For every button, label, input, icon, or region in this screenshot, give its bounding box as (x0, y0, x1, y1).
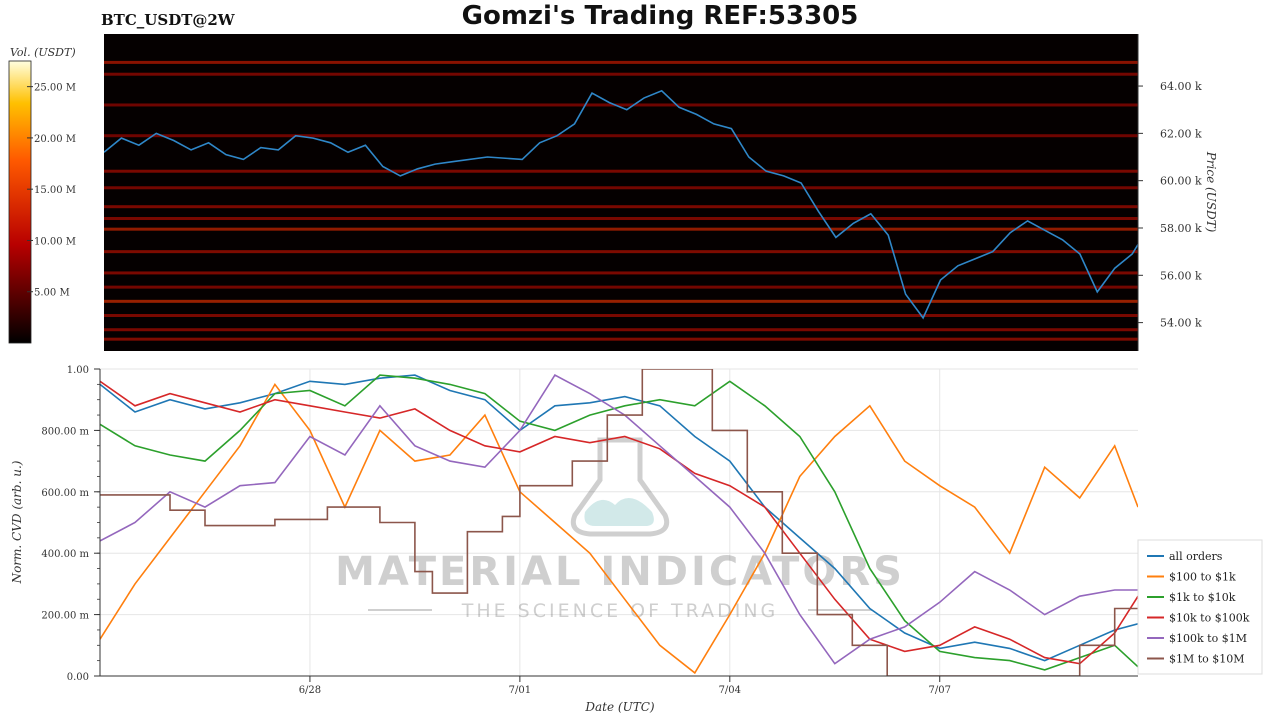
liquidity-band (104, 299, 1138, 303)
liquidity-band (104, 314, 1138, 318)
cvd-y-tick-label: 600.00 m (41, 488, 89, 499)
liquidity-band (104, 217, 1138, 221)
cvd-y-tick-label: 1.00 (67, 365, 89, 376)
cvd-series--1k-to-10k (100, 374, 1138, 671)
cvd-y-tick-label: 400.00 m (41, 549, 89, 560)
cvd-series--10k-to-100k (100, 380, 1138, 665)
liquidity-band (104, 250, 1138, 254)
liquidity-band (104, 285, 1138, 289)
heatmap-y-tick-label: 64.00 k (1160, 80, 1202, 93)
colorbar-tick-label: 15.00 M (34, 185, 76, 196)
cvd-x-tick-label: 6/28 (299, 685, 321, 696)
heatmap-y-tick-label: 60.00 k (1160, 175, 1202, 188)
legend-label: $100 to $1k (1169, 571, 1236, 584)
colorbar-tick-label: 10.00 M (34, 236, 76, 247)
legend-label: $100k to $1M (1169, 632, 1247, 645)
legend-label: $1M to $10M (1169, 653, 1245, 666)
legend-label: all orders (1169, 550, 1223, 563)
heatmap-liquidity-bands (104, 60, 1138, 341)
chart-title: Gomzi's Trading REF:53305 (462, 1, 859, 31)
cvd-y-ticks: 0.00 200.00 m 400.00 m 600.00 m 800.00 m 1.00 (41, 365, 100, 683)
cvd-plot-area (100, 369, 1138, 676)
liquidity-band (104, 169, 1138, 173)
colorbar-tick-label: 25.00 M (34, 83, 76, 94)
legend-box (1137, 539, 1263, 675)
cvd-series--100-to-1k (100, 382, 1138, 675)
colorbar-tick-label: 20.00 M (34, 134, 76, 145)
liquidity-band (104, 60, 1138, 64)
liquidity-band (104, 134, 1138, 138)
liquidity-band (104, 205, 1138, 209)
heatmap-y-tick-label: 54.00 k (1160, 317, 1202, 330)
liquidity-band (104, 328, 1138, 332)
cvd-y-tick-label: 200.00 m (41, 611, 89, 622)
cvd-x-tick-label: 7/07 (928, 685, 950, 696)
ticker-label: BTC_USDT@2W (101, 11, 236, 29)
colorbar-ticks: 5.00 M 10.00 M 15.00 M 20.00 M 25.00 M (27, 83, 76, 299)
colorbar-tick-label: 5.00 M (34, 288, 70, 299)
cvd-x-tick-label: 7/04 (719, 685, 741, 696)
heatmap-y-axis-label: Price (USDT) (1204, 151, 1218, 233)
price-line (104, 89, 1138, 320)
flask-icon (570, 437, 670, 537)
liquidity-band (104, 103, 1138, 107)
legend-label: $10k to $100k (1169, 612, 1250, 625)
colorbar-label: Vol. (USDT) (10, 46, 76, 59)
heatmap-background (104, 34, 1138, 351)
heatmap-y-ticks: 54.00 k 56.00 k 58.00 k 60.00 k 62.00 k 64.00… (1138, 80, 1202, 330)
liquidity-band (104, 337, 1138, 341)
watermark-subtitle: THE SCIENCE OF TRADING (461, 600, 779, 622)
legend: all orders $100 to $1k $1k to $10k $10k to … (1147, 550, 1250, 666)
heatmap-y-tick-label: 62.00 k (1160, 127, 1202, 140)
legend-label: $1k to $10k (1169, 591, 1236, 604)
cvd-y-axis-label: Norm. CVD (arb. u.) (10, 460, 24, 584)
heatmap-y-tick-label: 58.00 k (1160, 222, 1202, 235)
cvd-x-tick-label: 7/01 (509, 685, 531, 696)
cvd-x-axis-label: Date (UTC) (584, 700, 654, 714)
cvd-series-lines (100, 369, 1138, 676)
liquidity-band (104, 271, 1138, 275)
cvd-x-ticks: 6/28 7/01 7/04 7/07 (299, 676, 951, 696)
colorbar (8, 60, 32, 344)
liquidity-band (104, 227, 1138, 231)
cvd-y-tick-label: 0.00 (67, 672, 89, 683)
cvd-y-tick-label: 800.00 m (41, 426, 89, 437)
liquidity-band (104, 72, 1138, 76)
liquidity-band (104, 186, 1138, 190)
flask-liquid-icon (584, 497, 654, 526)
cvd-series--1m-to-10m (100, 369, 1138, 676)
heatmap-y-tick-label: 56.00 k (1160, 269, 1202, 282)
